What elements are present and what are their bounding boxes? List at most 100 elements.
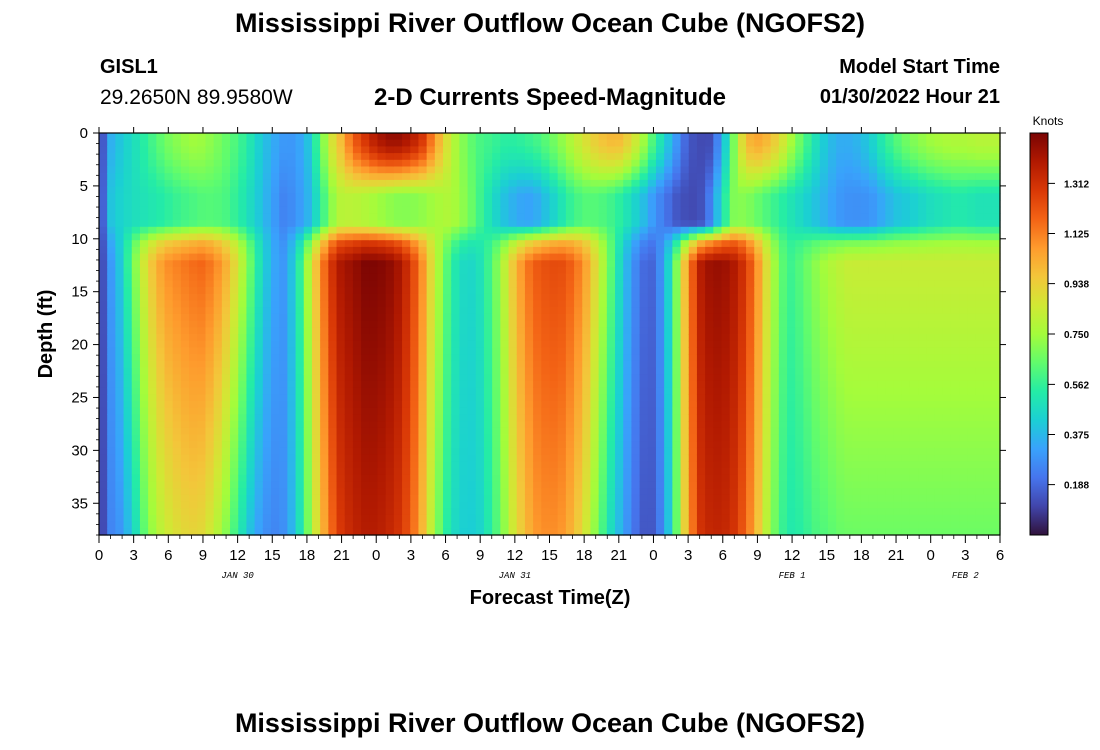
heatmap-cell: [598, 253, 608, 261]
heatmap-cell: [262, 468, 272, 476]
heatmap-cell: [598, 454, 608, 462]
heatmap-cell: [393, 461, 403, 469]
heatmap-cell: [230, 287, 239, 295]
heatmap-cell: [230, 387, 239, 395]
heatmap-cell: [713, 166, 723, 174]
heatmap-cell: [533, 454, 542, 462]
heatmap-cell: [549, 474, 559, 482]
heatmap-cell: [385, 387, 395, 395]
heatmap-cell: [647, 427, 657, 436]
heatmap-cell: [508, 186, 518, 194]
heatmap-cell: [500, 320, 510, 328]
heatmap-cell: [623, 528, 633, 536]
heatmap-cell: [483, 159, 493, 168]
heatmap-cell: [238, 501, 248, 509]
heatmap-cell: [172, 240, 182, 248]
heatmap-cell: [606, 514, 616, 523]
heatmap-cell: [664, 407, 673, 415]
heatmap-cell: [393, 280, 403, 288]
heatmap-cell: [746, 401, 755, 409]
heatmap-cell: [475, 226, 485, 235]
heatmap-cell: [377, 401, 387, 409]
heatmap-cell: [197, 354, 207, 362]
heatmap-cell: [655, 220, 665, 228]
heatmap-cell: [123, 253, 133, 261]
heatmap-cell: [590, 421, 600, 429]
heatmap-cell: [516, 200, 526, 208]
heatmap-cell: [180, 481, 190, 489]
heatmap-cell: [762, 347, 772, 355]
heatmap-cell: [516, 474, 526, 482]
heatmap-cell: [590, 427, 600, 436]
heatmap-cell: [615, 139, 624, 147]
heatmap-cell: [705, 253, 714, 261]
heatmap-cell: [623, 387, 633, 395]
heatmap-cell: [434, 461, 444, 469]
heatmap-cell: [459, 173, 469, 181]
heatmap-cell: [713, 481, 723, 489]
heatmap-cell: [713, 340, 723, 348]
heatmap-cell: [205, 468, 215, 476]
heatmap-cell: [533, 334, 542, 342]
heatmap-cell: [770, 481, 780, 489]
heatmap-cell: [279, 367, 288, 375]
heatmap-cell: [549, 173, 559, 181]
heatmap-cell: [115, 146, 125, 154]
heatmap-cell: [156, 327, 166, 335]
heatmap-cell: [582, 514, 592, 523]
heatmap-cell: [172, 267, 182, 275]
heatmap-cell: [344, 146, 354, 154]
heatmap-cell: [311, 461, 321, 469]
heatmap-cell: [131, 226, 141, 235]
heatmap-cell: [418, 200, 428, 208]
heatmap-cell: [254, 320, 264, 328]
heatmap-cell: [328, 488, 338, 496]
heatmap-cell: [557, 240, 567, 248]
heatmap-cell: [377, 528, 387, 536]
heatmap-cell: [631, 153, 641, 161]
heatmap-cell: [295, 360, 305, 369]
heatmap-cell: [696, 354, 706, 362]
heatmap-cell: [655, 374, 665, 382]
heatmap-cell: [262, 447, 272, 456]
heatmap-cell: [680, 320, 690, 328]
heatmap-cell: [164, 468, 174, 476]
heatmap-cell: [746, 474, 755, 482]
heatmap-cell: [328, 159, 338, 168]
heatmap-cell: [459, 146, 469, 154]
heatmap-cell: [483, 401, 493, 409]
heatmap-cell: [459, 226, 469, 235]
heatmap-cell: [451, 166, 460, 174]
heatmap-cell: [443, 380, 452, 389]
heatmap-cell: [393, 233, 403, 241]
heatmap-cell: [647, 508, 657, 516]
heatmap-cell: [492, 179, 501, 188]
heatmap-cell: [713, 173, 723, 181]
heatmap-cell: [565, 354, 575, 362]
heatmap-cell: [311, 300, 321, 308]
heatmap-cell: [213, 488, 223, 496]
heatmap-cell: [164, 360, 174, 369]
heatmap-cell: [328, 374, 338, 382]
heatmap-cell: [385, 454, 395, 462]
heatmap-cell: [131, 501, 141, 509]
heatmap-cell: [590, 200, 600, 208]
heatmap-cell: [647, 293, 657, 302]
heatmap-cell: [180, 394, 190, 402]
heatmap-cell: [475, 340, 485, 348]
heatmap-cell: [262, 340, 272, 348]
heatmap-cell: [434, 360, 444, 369]
heatmap-cell: [303, 347, 313, 355]
heatmap-cell: [705, 461, 714, 469]
heatmap-cell: [402, 447, 411, 456]
heatmap-cell: [475, 508, 485, 516]
heatmap-cell: [483, 307, 493, 315]
heatmap-cell: [164, 461, 174, 469]
heatmap-cell: [213, 186, 223, 194]
heatmap-cell: [164, 427, 174, 436]
heatmap-cell: [672, 427, 682, 436]
heatmap-cell: [500, 159, 510, 168]
heatmap-cell: [574, 427, 583, 436]
heatmap-cell: [574, 133, 583, 141]
heatmap-cell: [606, 421, 616, 429]
